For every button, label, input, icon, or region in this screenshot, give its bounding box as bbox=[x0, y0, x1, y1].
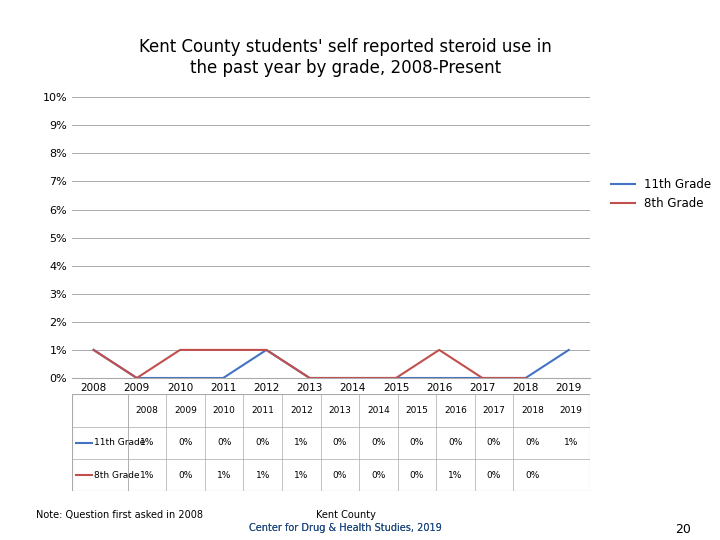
Text: 2017: 2017 bbox=[482, 406, 505, 415]
Text: 2012: 2012 bbox=[290, 406, 312, 415]
Text: 8th Grade: 8th Grade bbox=[94, 471, 140, 480]
Text: 1%: 1% bbox=[140, 471, 154, 480]
Text: Center for Drug & Health Studies, 2019: Center for Drug & Health Studies, 2019 bbox=[249, 523, 442, 533]
Text: 1%: 1% bbox=[217, 471, 231, 480]
Text: 2014: 2014 bbox=[367, 406, 390, 415]
Text: 0%: 0% bbox=[487, 471, 501, 480]
Text: 0%: 0% bbox=[526, 438, 540, 447]
Text: Kent County students' self reported steroid use in
the past year by grade, 2008-: Kent County students' self reported ster… bbox=[139, 38, 552, 77]
Text: 0%: 0% bbox=[410, 471, 424, 480]
Text: 0%: 0% bbox=[487, 438, 501, 447]
Text: 0%: 0% bbox=[217, 438, 231, 447]
Text: 2019: 2019 bbox=[559, 406, 582, 415]
Text: 1%: 1% bbox=[294, 438, 308, 447]
Text: Note: Question first asked in 2008: Note: Question first asked in 2008 bbox=[36, 510, 203, 521]
Text: 2018: 2018 bbox=[521, 406, 544, 415]
Text: 2008: 2008 bbox=[135, 406, 158, 415]
Text: 0%: 0% bbox=[179, 438, 193, 447]
Text: 11th Grade: 11th Grade bbox=[94, 438, 145, 447]
Text: 0%: 0% bbox=[333, 438, 347, 447]
Text: Center for Drug & Health Studies, 2019: Center for Drug & Health Studies, 2019 bbox=[249, 523, 442, 533]
Text: 0%: 0% bbox=[256, 438, 270, 447]
Text: 20: 20 bbox=[675, 523, 691, 536]
Text: 0%: 0% bbox=[372, 471, 386, 480]
Text: 2009: 2009 bbox=[174, 406, 197, 415]
Text: 1%: 1% bbox=[564, 438, 578, 447]
Text: 1%: 1% bbox=[294, 471, 308, 480]
Text: 2016: 2016 bbox=[444, 406, 467, 415]
Text: 1%: 1% bbox=[449, 471, 463, 480]
Text: 1%: 1% bbox=[140, 438, 154, 447]
Text: 1%: 1% bbox=[256, 471, 270, 480]
Text: 0%: 0% bbox=[410, 438, 424, 447]
Text: 2010: 2010 bbox=[212, 406, 235, 415]
Text: 0%: 0% bbox=[333, 471, 347, 480]
Legend: 11th Grade, 8th Grade: 11th Grade, 8th Grade bbox=[607, 173, 716, 214]
Text: 2013: 2013 bbox=[328, 406, 351, 415]
Text: Kent County: Kent County bbox=[315, 510, 376, 521]
Text: 0%: 0% bbox=[179, 471, 193, 480]
Text: 2015: 2015 bbox=[405, 406, 428, 415]
Text: 0%: 0% bbox=[372, 438, 386, 447]
Text: 0%: 0% bbox=[526, 471, 540, 480]
Text: 0%: 0% bbox=[449, 438, 463, 447]
Text: 2011: 2011 bbox=[251, 406, 274, 415]
